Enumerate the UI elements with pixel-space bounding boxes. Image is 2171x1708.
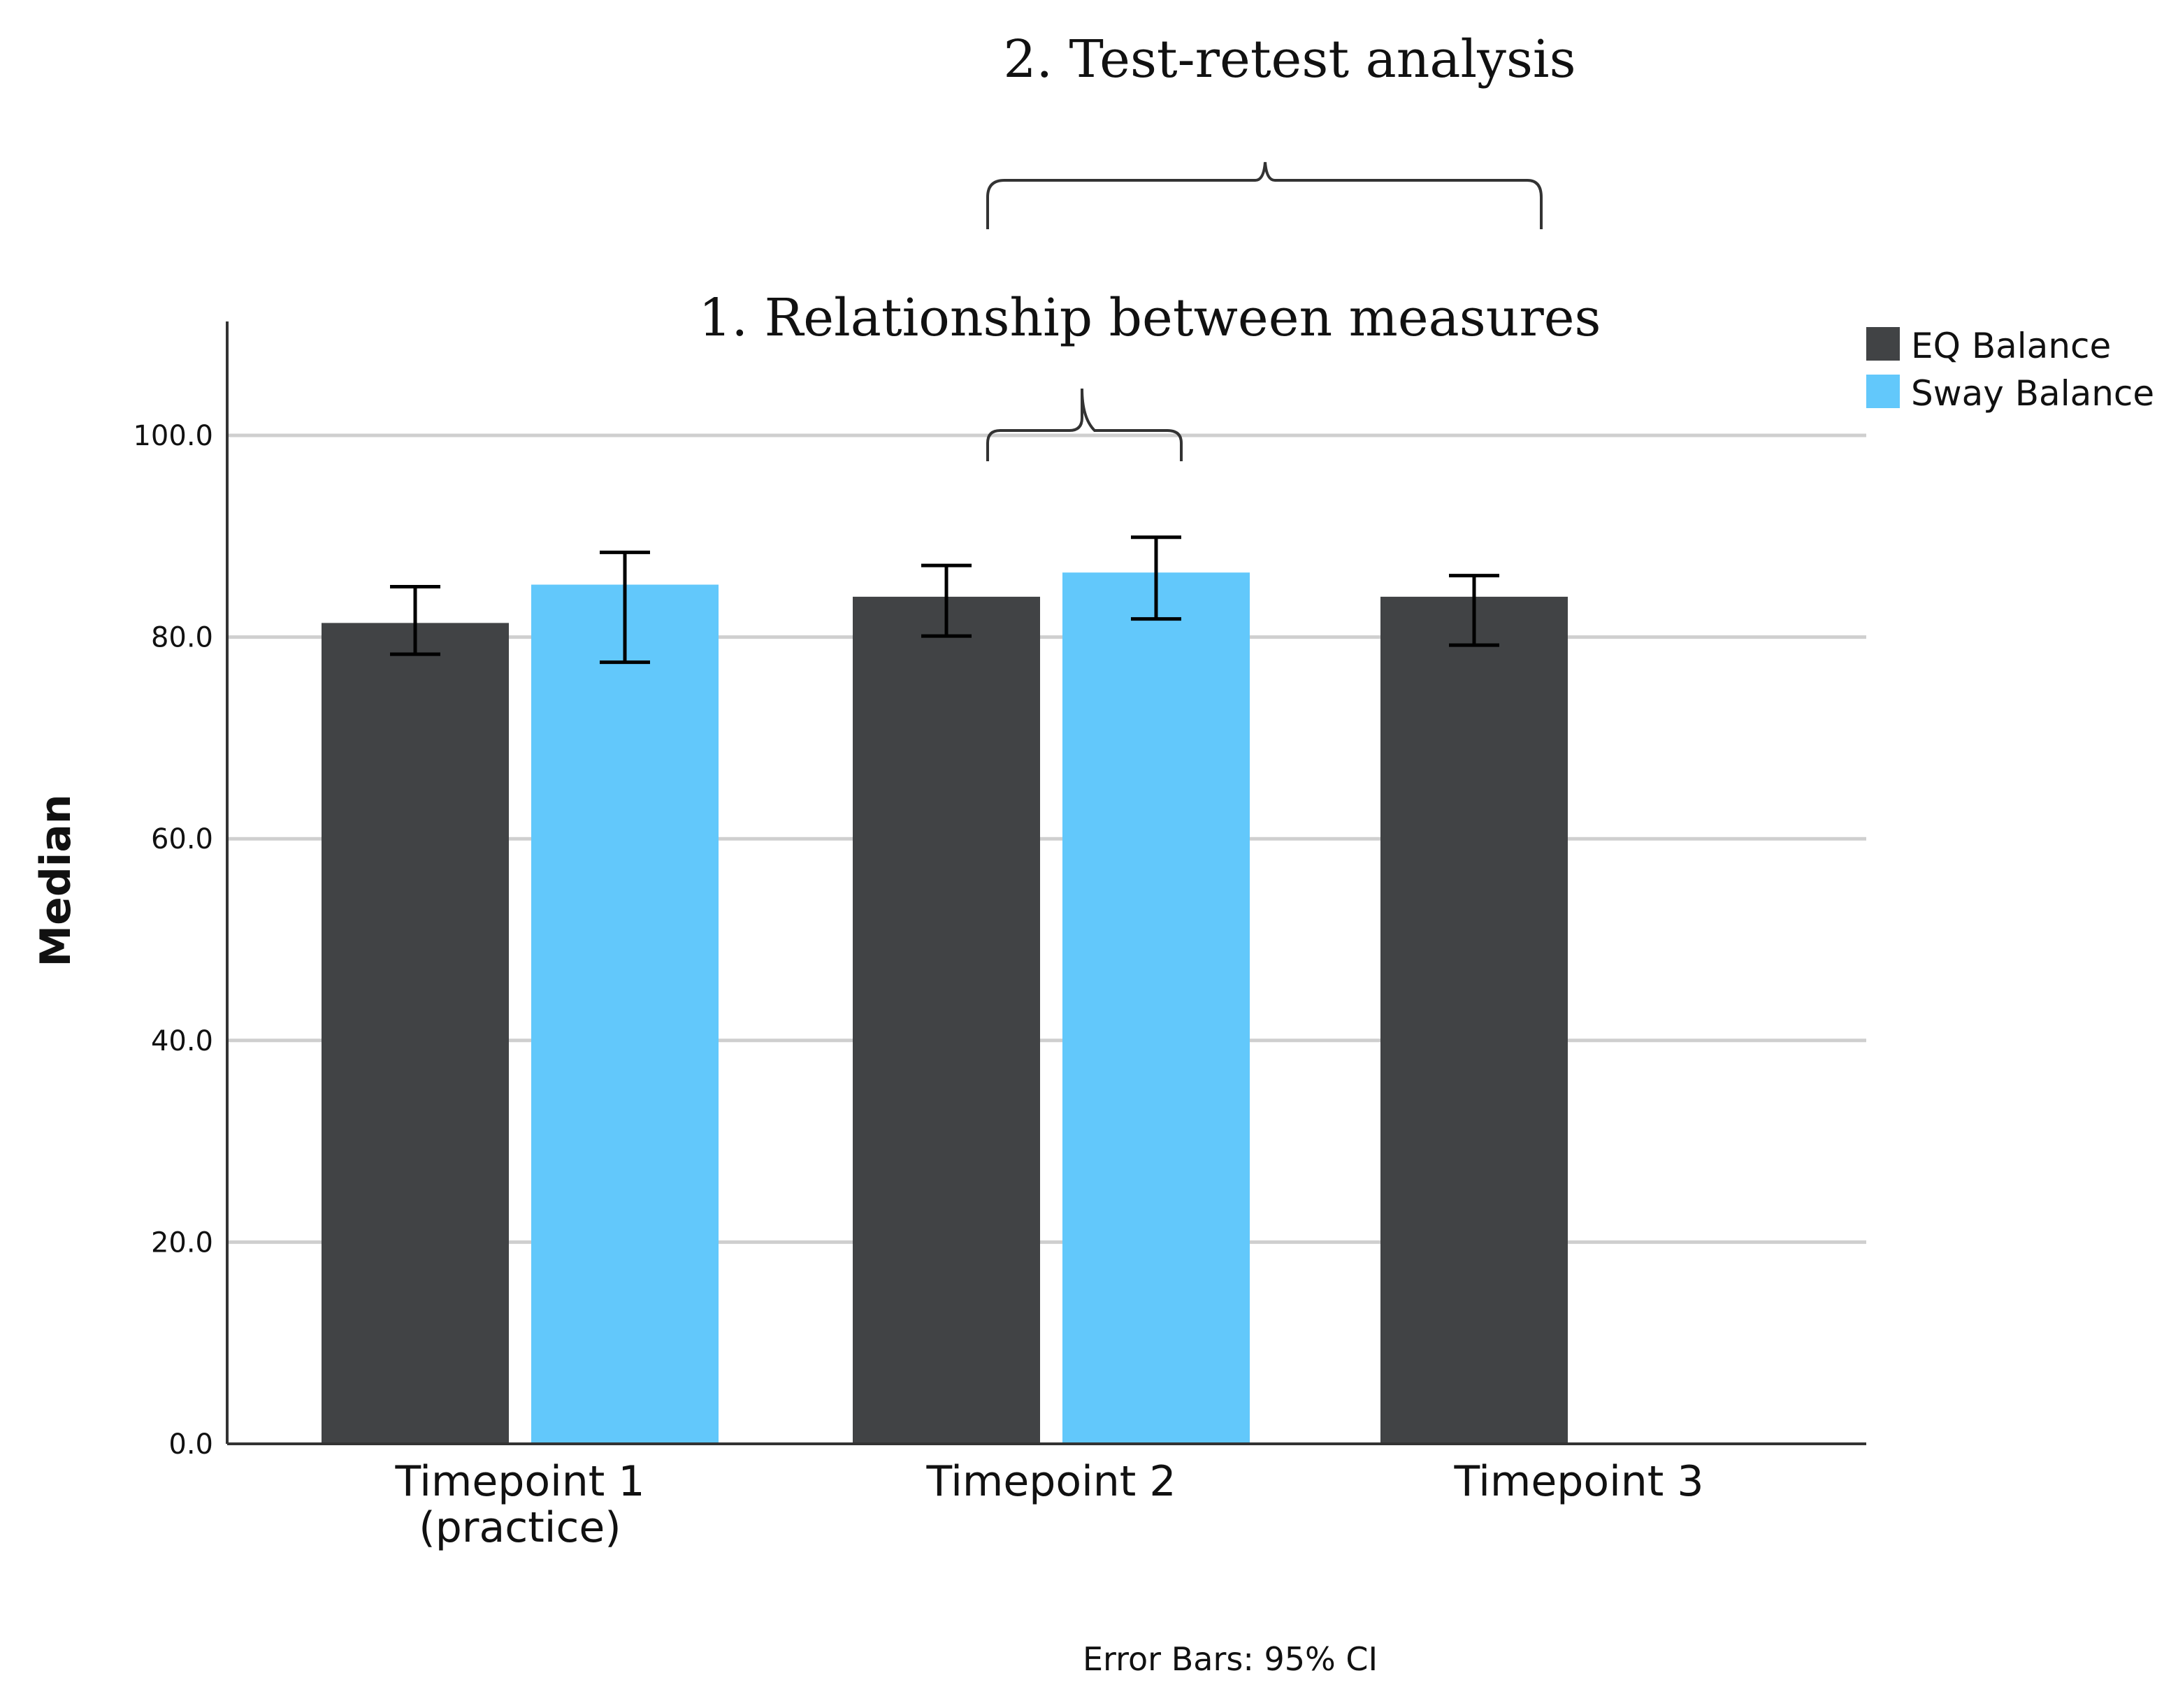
bar-eq-balance [1380,596,1568,1444]
relationship-annotation: 1. Relationship between measures [698,288,1601,348]
y-tick-label: 0.0 [168,1428,213,1461]
test-retest-brace [986,161,1543,229]
x-category-label: (practice) [419,1503,621,1552]
y-axis-label: Median [31,794,80,967]
bar-eq-balance [853,596,1040,1444]
bars [322,572,1568,1445]
bar-eq-balance [322,623,509,1445]
bar-sway-balance [531,584,719,1445]
relationship-brace [986,388,1183,461]
test-retest-annotation: 2. Test-retest analysis [1003,29,1575,89]
y-tick-label: 20.0 [151,1226,213,1259]
legend-label-eq-balance: EQ Balance [1911,326,2111,366]
axes [226,321,1866,1445]
y-tick-label: 60.0 [151,823,213,855]
y-tick-label: 100.0 [133,420,213,452]
legend-label-sway-balance: Sway Balance [1911,373,2154,414]
x-category-labels: Timepoint 1(practice) Timepoint 2 Timepoin… [394,1457,1703,1552]
y-tick-labels: 0.0 20.0 40.0 60.0 80.0 100.0 [133,420,213,1461]
legend: EQ Balance Sway Balance [1866,326,2154,414]
x-category-label: Timepoint 2 [925,1457,1176,1506]
error-bars-note: Error Bars: 95% CI [1083,1640,1378,1678]
x-category-label: Timepoint 1 [394,1457,644,1506]
legend-swatch-sway-balance [1866,375,1900,408]
error-bars [390,535,1499,665]
x-category-label: Timepoint 3 [1453,1457,1703,1506]
bar-sway-balance [1062,572,1250,1444]
legend-swatch-eq-balance [1866,327,1900,361]
y-tick-label: 40.0 [151,1025,213,1057]
y-tick-label: 80.0 [151,622,213,654]
